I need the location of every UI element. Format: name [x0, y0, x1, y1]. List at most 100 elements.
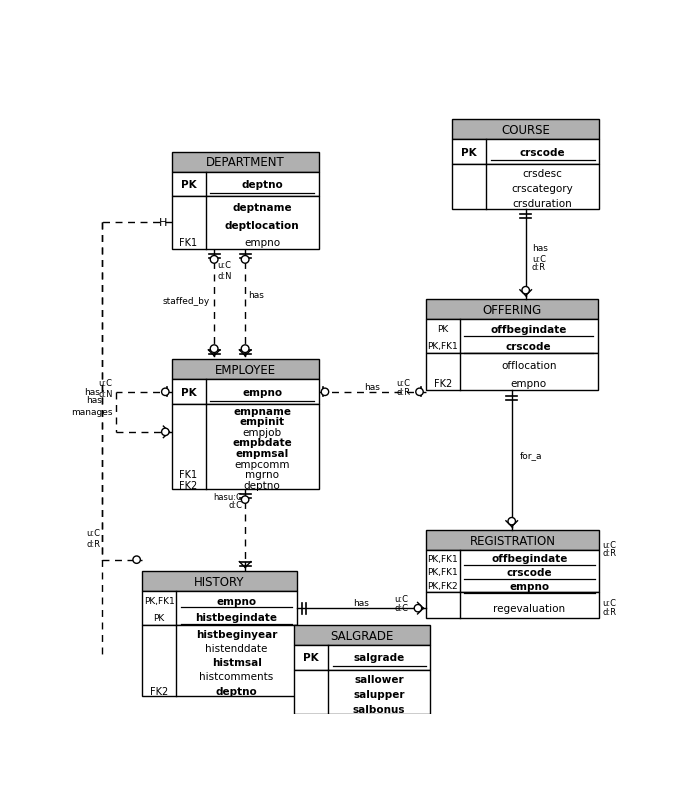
Text: salupper: salupper	[353, 689, 405, 699]
Text: for_a: for_a	[520, 450, 542, 459]
Text: PK: PK	[181, 387, 197, 397]
Bar	[172, 380, 319, 405]
Text: deptlocation: deptlocation	[225, 221, 299, 230]
Text: crsduration: crsduration	[513, 199, 573, 209]
Text: PK: PK	[437, 325, 448, 334]
Text: empno: empno	[509, 581, 550, 591]
Bar	[172, 197, 319, 249]
Text: PK: PK	[303, 653, 319, 662]
Text: histmsal: histmsal	[212, 658, 262, 667]
Text: has: has	[532, 244, 548, 253]
Bar	[426, 551, 600, 592]
Bar	[172, 360, 319, 380]
Bar	[294, 646, 431, 670]
Text: u:C
d:N: u:C d:N	[98, 379, 112, 398]
Text: crscode: crscode	[520, 148, 566, 157]
Text: crscategory: crscategory	[512, 184, 573, 194]
Text: PK,FK2: PK,FK2	[427, 581, 458, 590]
Text: d:R: d:R	[532, 262, 546, 271]
Circle shape	[241, 256, 249, 264]
Text: d:R: d:R	[396, 387, 410, 396]
Text: PK: PK	[462, 148, 477, 157]
Text: empbdate: empbdate	[233, 438, 292, 448]
Text: histcomments: histcomments	[199, 671, 274, 682]
Bar	[172, 172, 319, 197]
Text: deptno: deptno	[244, 480, 281, 490]
Text: SALGRADE: SALGRADE	[331, 629, 394, 642]
Bar	[426, 300, 598, 320]
Bar	[452, 164, 600, 209]
Text: histbegindate: histbegindate	[195, 613, 277, 622]
Bar	[142, 592, 297, 626]
Text: H: H	[159, 218, 168, 228]
Text: u:C: u:C	[396, 379, 410, 387]
Text: FK2: FK2	[150, 686, 168, 695]
Bar	[142, 572, 297, 592]
Text: crsdesc: crsdesc	[523, 169, 562, 179]
Text: offbegindate: offbegindate	[491, 553, 568, 563]
Circle shape	[241, 496, 249, 504]
Text: empmsal: empmsal	[235, 448, 289, 459]
Text: sallower: sallower	[355, 674, 404, 684]
Text: u:C
d:R: u:C d:R	[86, 529, 100, 548]
Text: d:R: d:R	[602, 607, 616, 616]
Bar	[172, 405, 319, 489]
Bar	[142, 626, 297, 696]
Text: d:C: d:C	[228, 500, 242, 509]
Text: PK,FK1: PK,FK1	[144, 597, 175, 606]
Text: OFFERING: OFFERING	[482, 303, 542, 317]
Text: empcomm: empcomm	[235, 459, 290, 469]
Bar	[426, 592, 600, 618]
Text: u:C: u:C	[395, 595, 408, 604]
Text: empno: empno	[217, 596, 257, 606]
Text: d:R: d:R	[602, 549, 616, 557]
Circle shape	[522, 287, 529, 294]
Text: histenddate: histenddate	[206, 643, 268, 654]
Text: deptno: deptno	[216, 686, 257, 695]
Text: has: has	[84, 387, 100, 396]
Circle shape	[414, 605, 422, 612]
Text: empno: empno	[511, 379, 547, 389]
Text: PK: PK	[181, 180, 197, 190]
Text: offbegindate: offbegindate	[491, 324, 567, 334]
Bar	[294, 670, 431, 715]
Bar	[426, 354, 598, 391]
Circle shape	[133, 557, 140, 564]
Text: salbonus: salbonus	[353, 704, 406, 714]
Text: crscode: crscode	[506, 342, 551, 351]
Text: PK,FK1: PK,FK1	[427, 342, 458, 350]
Text: FK1: FK1	[179, 237, 197, 248]
Circle shape	[508, 518, 515, 525]
Text: COURSE: COURSE	[501, 124, 550, 136]
Text: u:C: u:C	[602, 598, 616, 608]
Text: manages: manages	[71, 408, 112, 417]
Text: offlocation: offlocation	[501, 360, 557, 371]
Text: d:C: d:C	[395, 603, 408, 612]
Bar	[172, 152, 319, 172]
Text: FK2: FK2	[179, 480, 197, 490]
Text: hasu:C: hasu:C	[213, 492, 242, 501]
Text: regevaluation: regevaluation	[493, 603, 566, 614]
Bar	[452, 120, 600, 140]
Text: crscode: crscode	[506, 567, 553, 577]
Text: staffed_by: staffed_by	[163, 296, 210, 306]
Text: has: has	[364, 383, 380, 391]
Circle shape	[416, 389, 423, 396]
Text: has: has	[86, 395, 101, 404]
Text: FK1: FK1	[179, 470, 197, 480]
Text: u:C: u:C	[602, 540, 616, 549]
Text: empname: empname	[233, 406, 291, 416]
Text: u:C
d:N: u:C d:N	[217, 261, 232, 281]
Bar	[294, 626, 431, 646]
Text: empno: empno	[242, 387, 282, 397]
Circle shape	[161, 428, 169, 436]
Text: PK: PK	[153, 614, 165, 622]
Circle shape	[241, 346, 249, 353]
Bar	[426, 531, 600, 551]
Text: DEPARTMENT: DEPARTMENT	[206, 156, 284, 169]
Text: u:C: u:C	[532, 255, 546, 264]
Text: REGISTRATION: REGISTRATION	[469, 534, 555, 547]
Text: deptno: deptno	[241, 180, 283, 190]
Text: empno: empno	[244, 237, 280, 248]
Text: mgrno: mgrno	[245, 470, 279, 480]
